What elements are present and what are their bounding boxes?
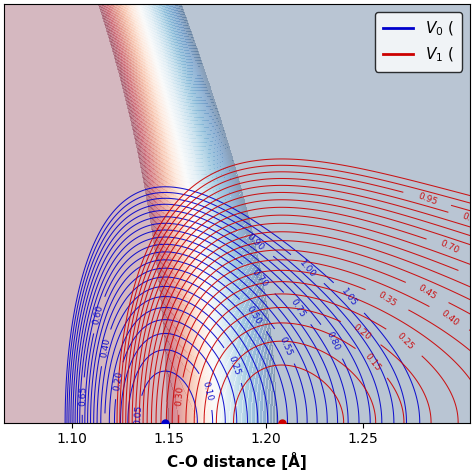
Text: 0.25: 0.25 bbox=[395, 332, 415, 352]
Text: 0.65: 0.65 bbox=[78, 386, 88, 406]
Legend: $V_0$ (, $V_1$ (: $V_0$ (, $V_1$ ( bbox=[375, 12, 462, 72]
Text: 0.15: 0.15 bbox=[363, 352, 383, 373]
Text: 0.25: 0.25 bbox=[227, 354, 242, 376]
Text: 0.45: 0.45 bbox=[417, 283, 438, 301]
Text: 0.55: 0.55 bbox=[277, 335, 293, 357]
Text: 0.90: 0.90 bbox=[461, 211, 474, 227]
Text: 0.10: 0.10 bbox=[201, 381, 214, 402]
X-axis label: C-O distance [Å]: C-O distance [Å] bbox=[167, 452, 307, 470]
Text: 0.20: 0.20 bbox=[351, 323, 372, 342]
Text: 0.60: 0.60 bbox=[470, 271, 474, 288]
Text: 0.05: 0.05 bbox=[133, 404, 144, 425]
Text: 0.30: 0.30 bbox=[175, 386, 185, 407]
Text: 0.75: 0.75 bbox=[289, 297, 307, 319]
Text: 0.80: 0.80 bbox=[324, 330, 341, 353]
Text: 0.40: 0.40 bbox=[439, 308, 460, 328]
Text: 0.30: 0.30 bbox=[100, 422, 109, 442]
Text: 0.20: 0.20 bbox=[112, 370, 124, 391]
Text: 0.90: 0.90 bbox=[245, 232, 266, 253]
Text: 0.50: 0.50 bbox=[245, 304, 263, 326]
Text: 0.70: 0.70 bbox=[250, 268, 269, 289]
Text: 0.95: 0.95 bbox=[416, 191, 438, 207]
Text: 1.05: 1.05 bbox=[340, 287, 359, 309]
Text: 0.40: 0.40 bbox=[99, 337, 111, 358]
Text: 0.35: 0.35 bbox=[376, 290, 398, 309]
Text: 0.70: 0.70 bbox=[438, 238, 461, 255]
Text: 0.60: 0.60 bbox=[92, 304, 105, 326]
Text: 1.00: 1.00 bbox=[298, 258, 318, 279]
